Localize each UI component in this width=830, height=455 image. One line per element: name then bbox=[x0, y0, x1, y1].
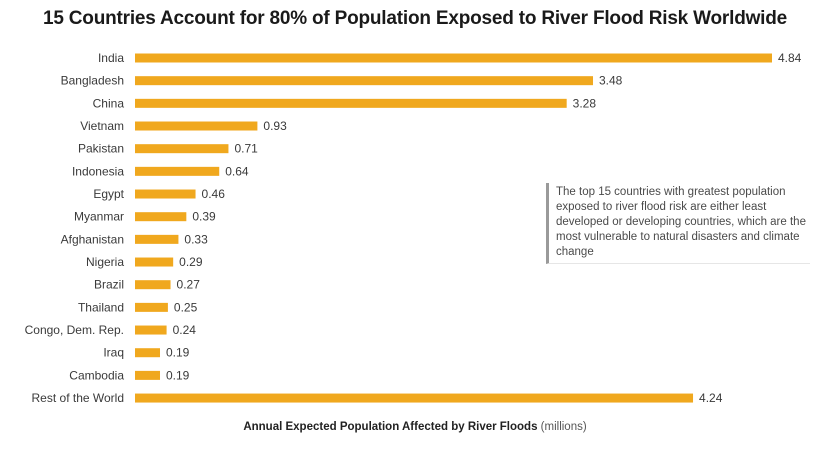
value-label-thailand: 0.25 bbox=[174, 300, 198, 314]
category-label-congo-dem-rep: Congo, Dem. Rep. bbox=[25, 323, 124, 337]
bar-pakistan bbox=[135, 144, 229, 154]
bar-cambodia bbox=[135, 370, 161, 380]
value-label-india: 4.84 bbox=[778, 51, 802, 65]
value-label-china: 3.28 bbox=[573, 96, 597, 110]
value-label-brazil: 0.27 bbox=[177, 278, 201, 292]
bar-brazil bbox=[135, 280, 171, 290]
category-label-brazil: Brazil bbox=[94, 278, 124, 292]
bar-iraq bbox=[135, 348, 161, 358]
value-label-nigeria: 0.29 bbox=[179, 255, 203, 269]
annotation-note: The top 15 countries with greatest popul… bbox=[546, 183, 810, 264]
x-axis-title: Annual Expected Population Affected by R… bbox=[0, 421, 830, 433]
value-label-iraq: 0.19 bbox=[166, 346, 190, 360]
bars-group bbox=[135, 53, 772, 403]
value-label-vietnam: 0.93 bbox=[263, 119, 287, 133]
category-label-iraq: Iraq bbox=[103, 346, 124, 360]
bar-egypt bbox=[135, 189, 196, 199]
value-label-cambodia: 0.19 bbox=[166, 368, 190, 382]
category-label-cambodia: Cambodia bbox=[69, 368, 124, 382]
category-label-china: China bbox=[93, 96, 125, 110]
category-label-nigeria: Nigeria bbox=[86, 255, 124, 269]
value-labels-group: 4.84 3.483.28 0.93 0.71 0.64 0.46 0.39 0.33 0.29… bbox=[166, 51, 802, 405]
bar-china bbox=[135, 98, 567, 108]
bar-india bbox=[135, 53, 772, 63]
bar-congo-dem-rep bbox=[135, 325, 167, 335]
bar-afghanistan bbox=[135, 234, 179, 244]
bar-rest-of-the-world bbox=[135, 393, 694, 403]
category-label-india: India bbox=[98, 51, 124, 65]
category-label-thailand: Thailand bbox=[78, 300, 124, 314]
bar-thailand bbox=[135, 302, 168, 312]
category-label-egypt: Egypt bbox=[93, 187, 124, 201]
value-label-bangladesh: 3.48 bbox=[599, 74, 623, 88]
category-label-rest-of-the-world: Rest of the World bbox=[32, 391, 124, 405]
value-label-egypt: 0.46 bbox=[202, 187, 226, 201]
value-label-myanmar: 0.39 bbox=[192, 210, 216, 224]
category-label-indonesia: Indonesia bbox=[72, 164, 124, 178]
x-axis-title-text: Annual Expected Population Affected by R… bbox=[243, 421, 538, 433]
category-labels-group: India Bangladesh China Vietnam Pakistan Indon… bbox=[25, 51, 125, 405]
category-label-afghanistan: Afghanistan bbox=[61, 232, 124, 246]
chart-title: 15 Countries Account for 80% of Populati… bbox=[42, 8, 788, 29]
bar-myanmar bbox=[135, 212, 187, 222]
value-label-pakistan: 0.71 bbox=[234, 142, 258, 156]
value-label-rest-of-the-world: 4.24 bbox=[699, 391, 723, 405]
bar-nigeria bbox=[135, 257, 174, 267]
value-label-indonesia: 0.64 bbox=[225, 164, 249, 178]
value-label-congo-dem-rep: 0.24 bbox=[173, 323, 197, 337]
category-label-vietnam: Vietnam bbox=[80, 119, 124, 133]
category-label-pakistan: Pakistan bbox=[78, 142, 124, 156]
bar-vietnam bbox=[135, 121, 258, 131]
category-label-myanmar: Myanmar bbox=[74, 210, 124, 224]
category-label-bangladesh: Bangladesh bbox=[61, 74, 124, 88]
value-label-afghanistan: 0.33 bbox=[184, 232, 208, 246]
x-axis-unit: (millions) bbox=[540, 421, 587, 433]
bar-indonesia bbox=[135, 166, 220, 176]
bar-bangladesh bbox=[135, 76, 594, 86]
